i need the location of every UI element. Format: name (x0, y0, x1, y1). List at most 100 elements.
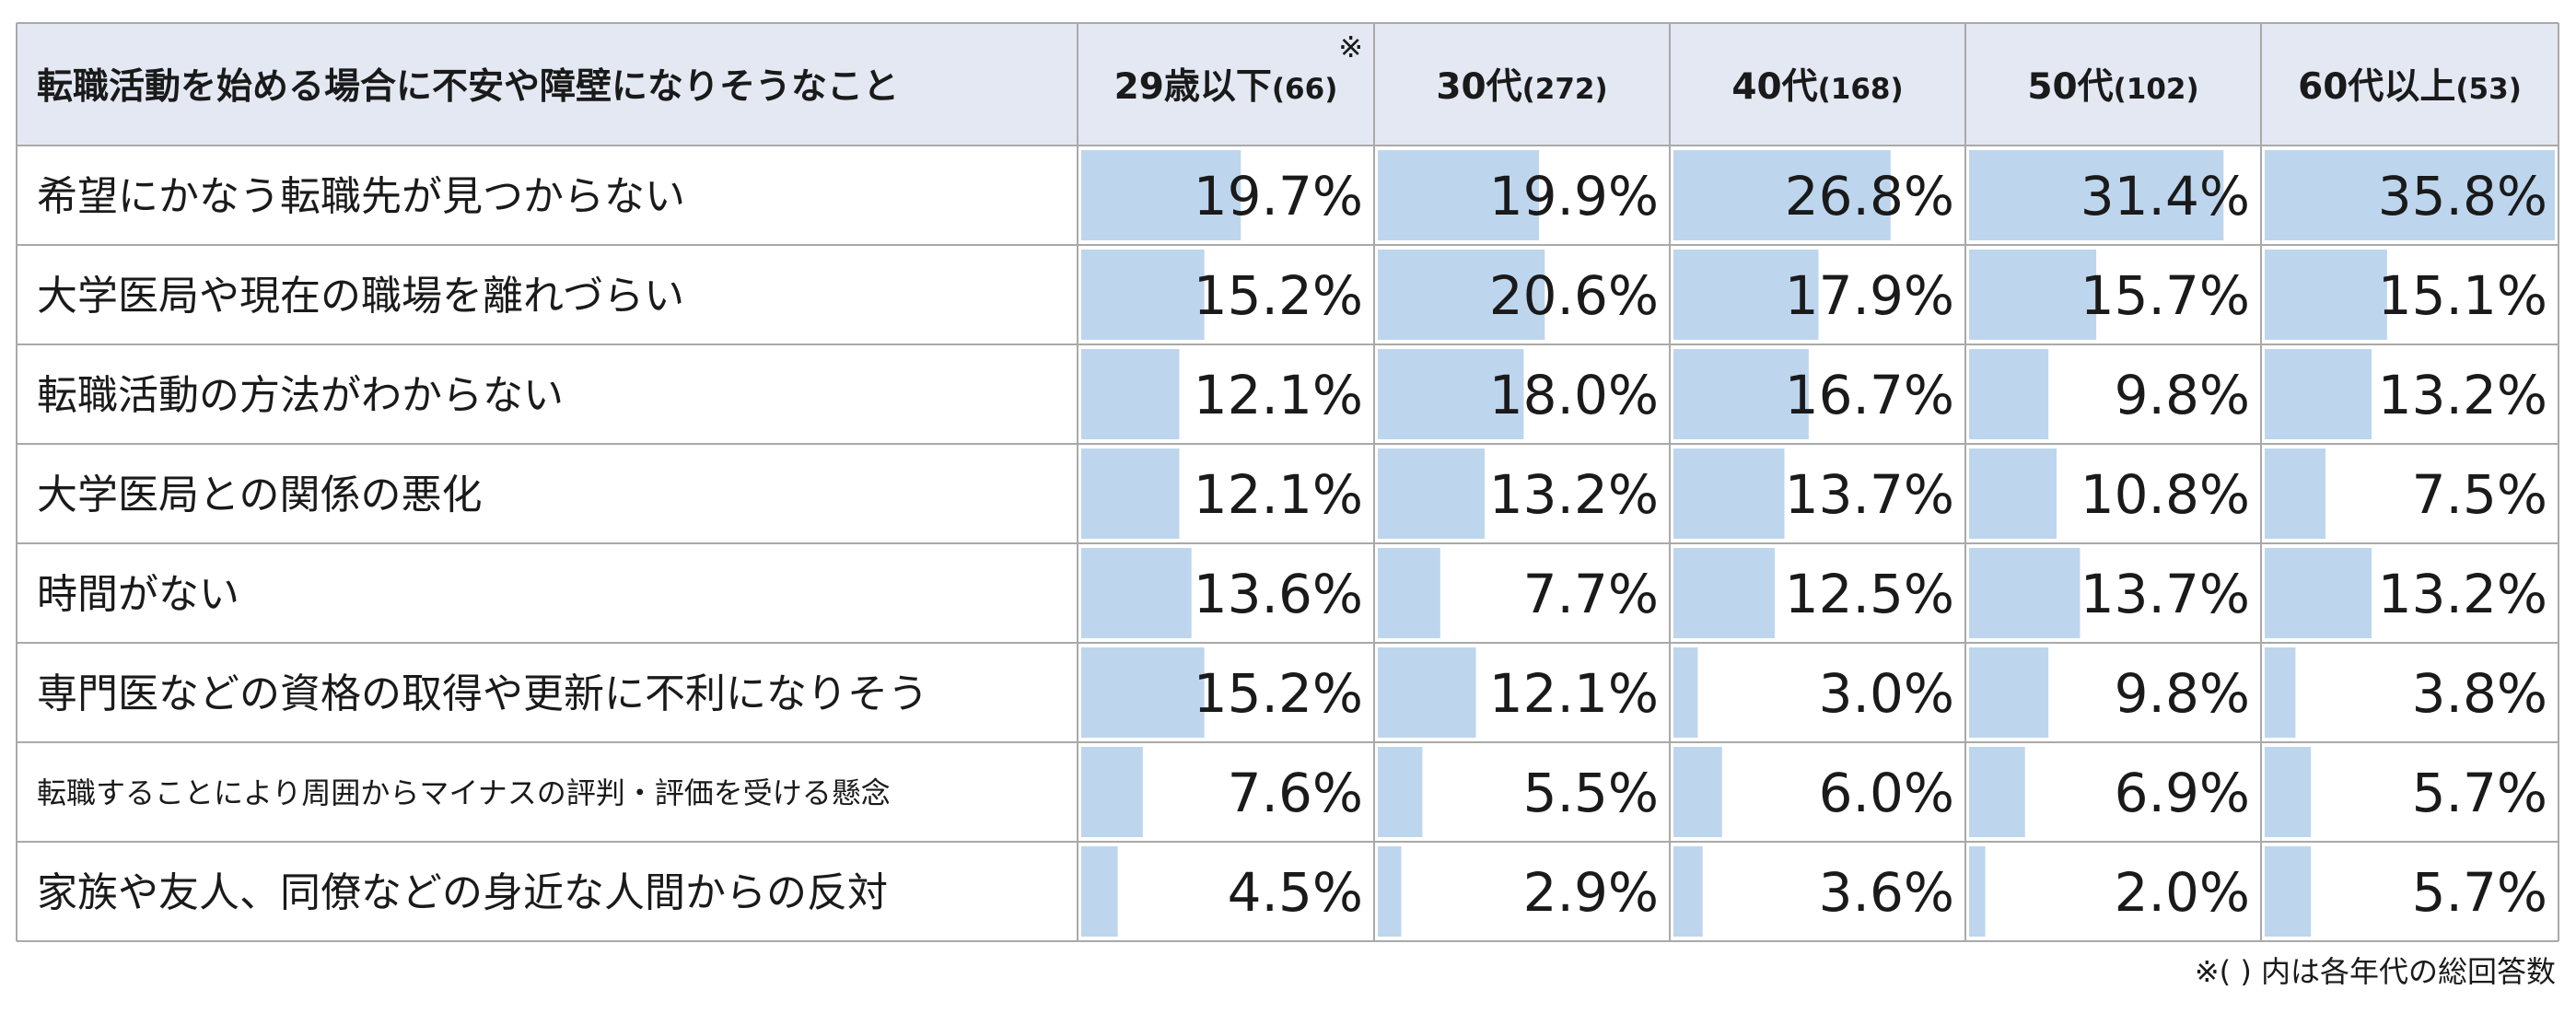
bar (1969, 448, 2057, 539)
value-label: 3.0% (1819, 662, 1954, 725)
value-label: 13.7% (1785, 463, 1954, 526)
value-label: 5.5% (1523, 762, 1659, 824)
table-header: 転職活動を始める場合に不安や障壁になりそうなこと 29歳以下(66)※ 30代(2… (37, 29, 2522, 108)
column-header-name: 29歳以下 (1114, 66, 1272, 108)
bar (1673, 448, 1785, 539)
value-label: 20.6% (1489, 264, 1659, 327)
bar (1673, 349, 1809, 439)
bar (1081, 150, 1241, 240)
value-label: 19.9% (1489, 165, 1659, 227)
value-label: 2.9% (1523, 861, 1659, 924)
value-label: 6.0% (1819, 762, 1954, 824)
column-header-count: (66) (1272, 73, 1337, 106)
bar (1081, 647, 1205, 738)
value-label: 9.8% (2115, 662, 2250, 725)
value-label: 19.7% (1194, 165, 1363, 227)
column-header-name: 60代以上 (2298, 66, 2455, 108)
bar (1081, 349, 1180, 439)
value-label: 12.5% (1785, 563, 1954, 625)
column-header-name: 40代 (1731, 66, 1817, 108)
value-label: 9.8% (2115, 364, 2250, 426)
value-label: 15.2% (1194, 264, 1363, 327)
row-label: 転職することにより周囲からマイナスの評判・評価を受ける懸念 (37, 775, 891, 810)
value-label: 13.2% (2378, 364, 2547, 426)
value-label: 12.1% (1489, 662, 1659, 725)
bar (1378, 349, 1524, 439)
value-label: 13.2% (2378, 563, 2547, 625)
bar (2265, 349, 2372, 439)
value-label: 15.1% (2378, 264, 2547, 327)
bar (1378, 250, 1545, 340)
column-header-name: 50代 (2027, 66, 2113, 108)
bar (1081, 250, 1205, 340)
row-label: 大学医局との関係の悪化 (37, 472, 483, 518)
value-label: 3.8% (2412, 662, 2547, 725)
bar (1969, 150, 2224, 240)
column-header: 50代(102) (2027, 66, 2198, 108)
value-label: 7.6% (1228, 762, 1363, 824)
bar (2265, 150, 2555, 240)
bar (1378, 747, 1423, 837)
row-labels: 希望にかなう転職先が見つからない大学医局や現在の職場を離れづらい転職活動の方法が… (37, 173, 928, 916)
bar (1081, 747, 1143, 837)
bar (1673, 548, 1775, 638)
row-label: 家族や友人、同僚などの身近な人間からの反対 (37, 869, 888, 916)
value-label: 15.7% (2081, 264, 2250, 327)
bar (1969, 747, 2025, 837)
bar (1969, 250, 2097, 340)
row-label: 時間がない (37, 571, 239, 618)
header-background (17, 23, 2559, 146)
value-labels: 19.7% 19.9% 26.8% 31.4% 35.8% 15.2% 20.6% 17.9%… (1194, 165, 2547, 924)
bar (1378, 150, 1540, 240)
column-header-name: 30代 (1436, 66, 1521, 108)
bar (2265, 250, 2387, 340)
value-label: 6.9% (2115, 762, 2250, 824)
column-header-mark: ※ (1338, 29, 1363, 64)
column-header: 40代(168) (1731, 66, 1903, 108)
bar (1378, 846, 1402, 937)
value-label: 17.9% (1785, 264, 1954, 327)
bar (1969, 846, 1986, 937)
value-label: 3.6% (1819, 861, 1954, 924)
value-label: 12.1% (1194, 364, 1363, 426)
bars-layer (1081, 150, 2555, 937)
value-label: 7.5% (2412, 463, 2547, 526)
bar (1081, 448, 1180, 539)
value-label: 26.8% (1785, 165, 1954, 227)
row-label: 大学医局や現在の職場を離れづらい (37, 273, 684, 320)
column-header: 29歳以下(66) (1114, 66, 1338, 108)
value-label: 13.7% (2081, 563, 2250, 625)
column-header-count: (102) (2114, 73, 2199, 106)
header-label: 転職活動を始める場合に不安や障壁になりそうなこと (37, 66, 899, 108)
bar (1673, 846, 1703, 937)
bar (1378, 448, 1486, 539)
value-label: 7.7% (1523, 563, 1659, 625)
bar (1378, 548, 1440, 638)
column-header-count: (272) (1522, 73, 1608, 106)
bar (2265, 747, 2312, 837)
bar (2265, 448, 2325, 539)
value-label: 4.5% (1228, 861, 1363, 924)
footnote: ※( ) 内は各年代の総回答数 (2195, 954, 2556, 989)
bar (1081, 846, 1118, 937)
bar (1673, 150, 1891, 240)
bar (1081, 548, 1192, 638)
bar (2265, 846, 2312, 937)
column-header: 60代以上(53) (2298, 66, 2522, 108)
value-label: 31.4% (2081, 165, 2250, 227)
value-label: 16.7% (1785, 364, 1954, 426)
row-label: 希望にかなう転職先が見つからない (37, 173, 685, 220)
column-header-count: (53) (2455, 73, 2521, 106)
bar (1673, 747, 1722, 837)
column-header: 30代(272) (1436, 66, 1607, 108)
value-label: 35.8% (2378, 165, 2547, 227)
bar (1378, 647, 1476, 738)
value-label: 13.6% (1194, 563, 1363, 625)
value-label: 18.0% (1489, 364, 1659, 426)
value-label: 10.8% (2081, 463, 2250, 526)
column-header-count: (168) (1818, 73, 1904, 106)
value-label: 12.1% (1194, 463, 1363, 526)
value-label: 5.7% (2412, 861, 2547, 924)
value-label: 5.7% (2412, 762, 2547, 824)
